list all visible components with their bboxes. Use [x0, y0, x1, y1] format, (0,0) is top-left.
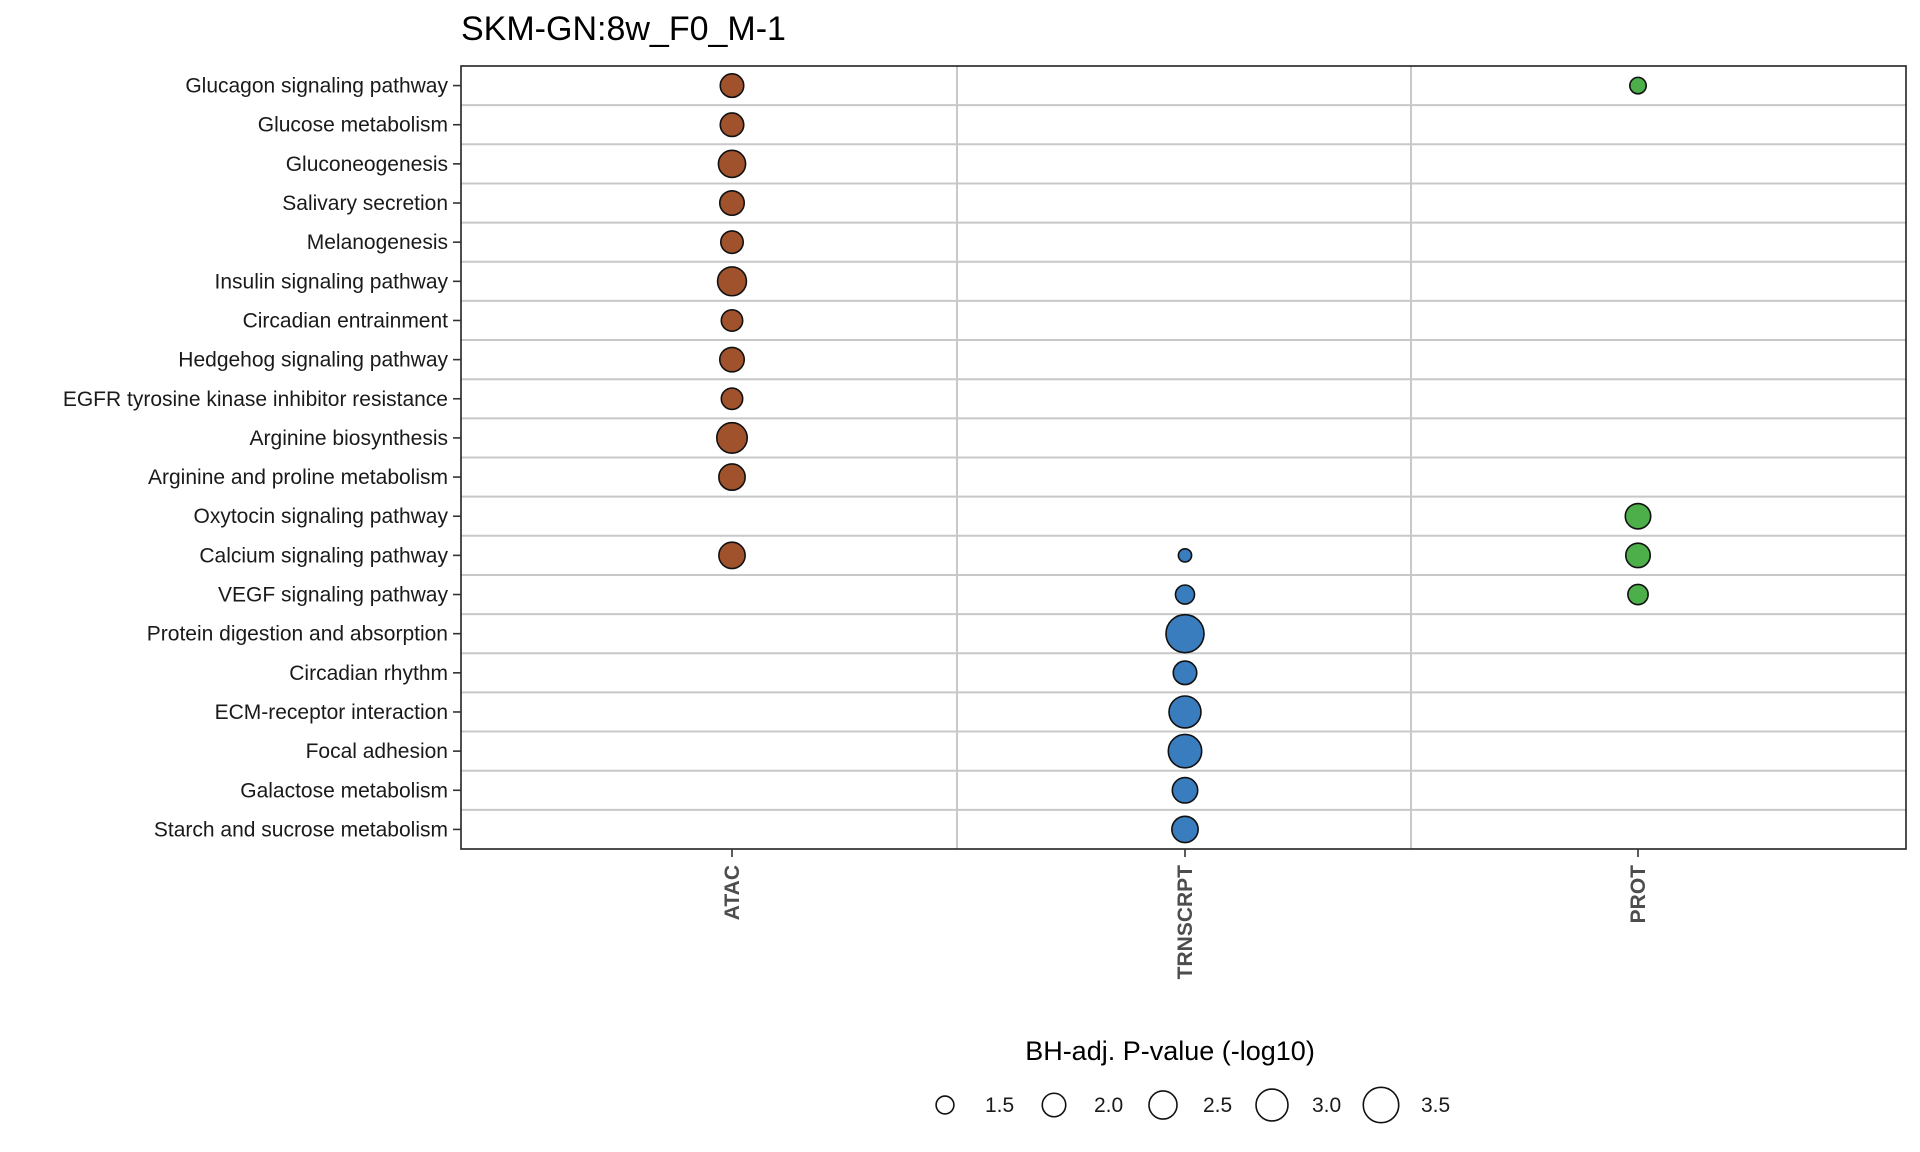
y-tick-label: Glucagon signaling pathway: [185, 75, 448, 98]
data-point: [1172, 660, 1198, 686]
data-point: [720, 387, 744, 411]
legend-label: 3.5: [1421, 1094, 1450, 1117]
y-tick-label: Focal adhesion: [306, 740, 448, 763]
y-tick-label: Protein digestion and absorption: [147, 623, 448, 646]
y-tick-label: Melanogenesis: [307, 231, 448, 254]
data-point: [1627, 583, 1649, 606]
chart-title: SKM-GN:8w_F0_M-1: [461, 10, 786, 48]
x-axis-labels: ATAC TRNSCRPT PROT: [721, 849, 1650, 979]
data-point: [1171, 776, 1199, 804]
data-point: [1174, 584, 1196, 605]
plot-frame: [460, 65, 1907, 850]
legend-label: 1.5: [985, 1094, 1014, 1117]
grid: [461, 66, 1906, 849]
data-point: [1171, 815, 1199, 844]
data-point: [1624, 502, 1652, 530]
y-tick-label: VEGF signaling pathway: [218, 584, 448, 607]
legend-key: [935, 1095, 955, 1115]
data-point: [1168, 695, 1202, 729]
data-points: [715, 73, 1652, 844]
data-point: [718, 463, 746, 492]
x-tick-label: PROT: [1627, 865, 1650, 924]
x-tick-label: TRNSCRPT: [1174, 865, 1197, 980]
data-point: [718, 189, 746, 217]
y-tick-label: EGFR tyrosine kinase inhibitor resistanc…: [63, 388, 448, 411]
legend-key: [1041, 1092, 1067, 1118]
y-tick-label: Arginine biosynthesis: [250, 427, 448, 450]
data-point: [717, 149, 747, 179]
data-point: [719, 73, 745, 99]
data-point: [1629, 76, 1648, 95]
size-legend: 1.5 2.0 2.5 3.0 3.5: [935, 1086, 1450, 1124]
y-tick-label: Oxytocin signaling pathway: [194, 505, 449, 528]
data-point: [718, 346, 746, 373]
panel-border: [460, 65, 1907, 850]
y-tick-label: Calcium signaling pathway: [199, 544, 448, 567]
y-tick-label: Gluconeogenesis: [286, 153, 448, 176]
y-tick-label: Galactose metabolism: [240, 779, 448, 802]
y-tick-label: ECM-receptor interaction: [215, 701, 448, 724]
data-point: [716, 266, 748, 297]
data-point: [1165, 613, 1205, 654]
legend-label: 2.0: [1094, 1094, 1123, 1117]
legend-label: 2.5: [1203, 1094, 1232, 1117]
legend-key: [1255, 1088, 1289, 1122]
data-point: [1624, 542, 1652, 569]
legend-title: BH-adj. P-value (-log10): [1025, 1036, 1315, 1066]
data-point: [719, 112, 745, 138]
legend-key: [1362, 1086, 1400, 1124]
legend-key: [1148, 1090, 1178, 1120]
x-tick-label: ATAC: [721, 865, 744, 920]
legend-label: 3.0: [1312, 1094, 1341, 1117]
data-point: [715, 421, 749, 454]
y-tick-label: Salivary secretion: [282, 192, 448, 215]
y-axis-labels: Glucagon signaling pathway Glucose metabo…: [63, 75, 461, 841]
data-point: [718, 541, 746, 570]
y-tick-label: Insulin signaling pathway: [215, 270, 449, 293]
data-point: [719, 230, 745, 255]
data-point: [1177, 547, 1193, 563]
y-tick-label: Starch and sucrose metabolism: [154, 818, 448, 841]
y-tick-label: Circadian entrainment: [243, 309, 449, 332]
y-tick-label: Circadian rhythm: [289, 662, 448, 685]
data-point: [1167, 733, 1203, 769]
y-tick-label: Glucose metabolism: [258, 114, 448, 137]
y-tick-label: Hedgehog signaling pathway: [178, 349, 448, 372]
y-tick-label: Arginine and proline metabolism: [148, 466, 448, 489]
data-point: [720, 308, 744, 332]
